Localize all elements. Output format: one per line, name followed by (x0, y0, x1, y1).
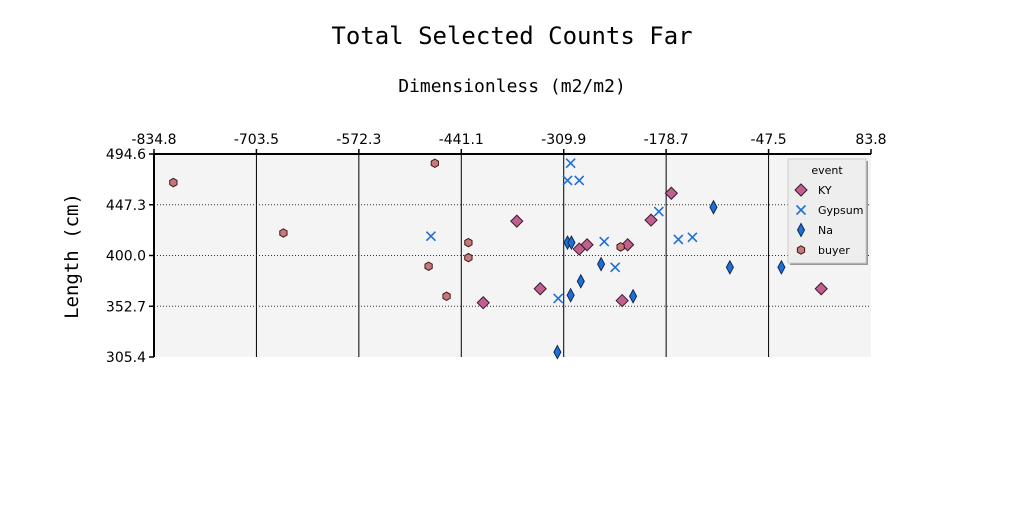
buyer-point (616, 242, 625, 252)
gypsum-point (673, 234, 684, 245)
axes (149, 149, 872, 358)
legend: event KY Gypsum Na buyer (787, 158, 868, 265)
na-point (553, 344, 562, 360)
legend-label-gypsum: Gypsum (818, 204, 863, 217)
na-point (629, 288, 638, 304)
y-axis-label: Length (cm) (61, 193, 83, 319)
x-tick-label: 83.8 (855, 132, 886, 148)
y-tick-label: 305.4 (106, 350, 146, 366)
buyer-point (169, 177, 178, 188)
gypsum-point (599, 236, 610, 247)
chart-title: Total Selected Counts Far (331, 22, 692, 50)
legend-marker-na (796, 222, 806, 238)
gypsum-point (653, 206, 664, 217)
na-point (566, 287, 575, 303)
buyer-point (464, 252, 473, 263)
x-tick-label: -47.5 (750, 132, 786, 148)
legend-label-buyer: buyer (818, 244, 850, 257)
legend-label-ky: KY (818, 184, 832, 197)
legend-marker-gypsum (795, 204, 807, 216)
gypsum-point (574, 175, 585, 186)
gypsum-point (610, 262, 621, 273)
legend-marker-ky (794, 183, 808, 197)
ky-point (580, 238, 594, 252)
ky-point (814, 282, 828, 296)
x-tick-label: -309.9 (541, 132, 586, 148)
y-tick-label: 352.7 (106, 299, 146, 315)
na-point (597, 256, 606, 272)
x-tick-label: -703.5 (234, 132, 279, 148)
x-tick-label: -572.3 (336, 132, 381, 148)
x-tick-label: -441.1 (439, 132, 484, 148)
ky-point (664, 186, 679, 200)
na-point (567, 235, 576, 251)
grid-lines (154, 154, 871, 357)
na-point (777, 259, 786, 275)
buyer-point (442, 291, 451, 302)
na-point (709, 199, 718, 215)
legend-marker-buyer (796, 245, 806, 255)
buyer-point (279, 228, 288, 238)
buyer-point (464, 237, 473, 248)
buyer-point (424, 261, 433, 272)
chart-subtitle: Dimensionless (m2/m2) (398, 76, 626, 97)
x-tick-label: -834.8 (131, 132, 176, 148)
legend-label-na: Na (818, 224, 833, 237)
ky-point (533, 282, 547, 296)
y-tick-label: 447.3 (106, 198, 146, 214)
y-tick-label: 400.0 (106, 249, 146, 265)
gypsum-point (565, 158, 576, 169)
ky-point (476, 296, 490, 310)
gypsum-point (553, 293, 564, 304)
gypsum-point (562, 175, 573, 186)
legend-title: event (811, 164, 843, 177)
y-tick-label: 494.6 (106, 147, 146, 163)
gypsum-point (425, 231, 436, 242)
na-point (725, 259, 734, 275)
ky-point (510, 214, 524, 228)
ky-point (644, 213, 658, 227)
gypsum-point (687, 232, 698, 243)
data-points (169, 158, 828, 360)
na-point (576, 273, 585, 289)
buyer-point (430, 158, 439, 169)
x-tick-label: -178.7 (644, 132, 689, 148)
ky-point (615, 293, 629, 308)
tick-labels: -834.8 -703.5 -572.3 -441.1 -309.9 -178.7 -47.… (106, 132, 887, 366)
